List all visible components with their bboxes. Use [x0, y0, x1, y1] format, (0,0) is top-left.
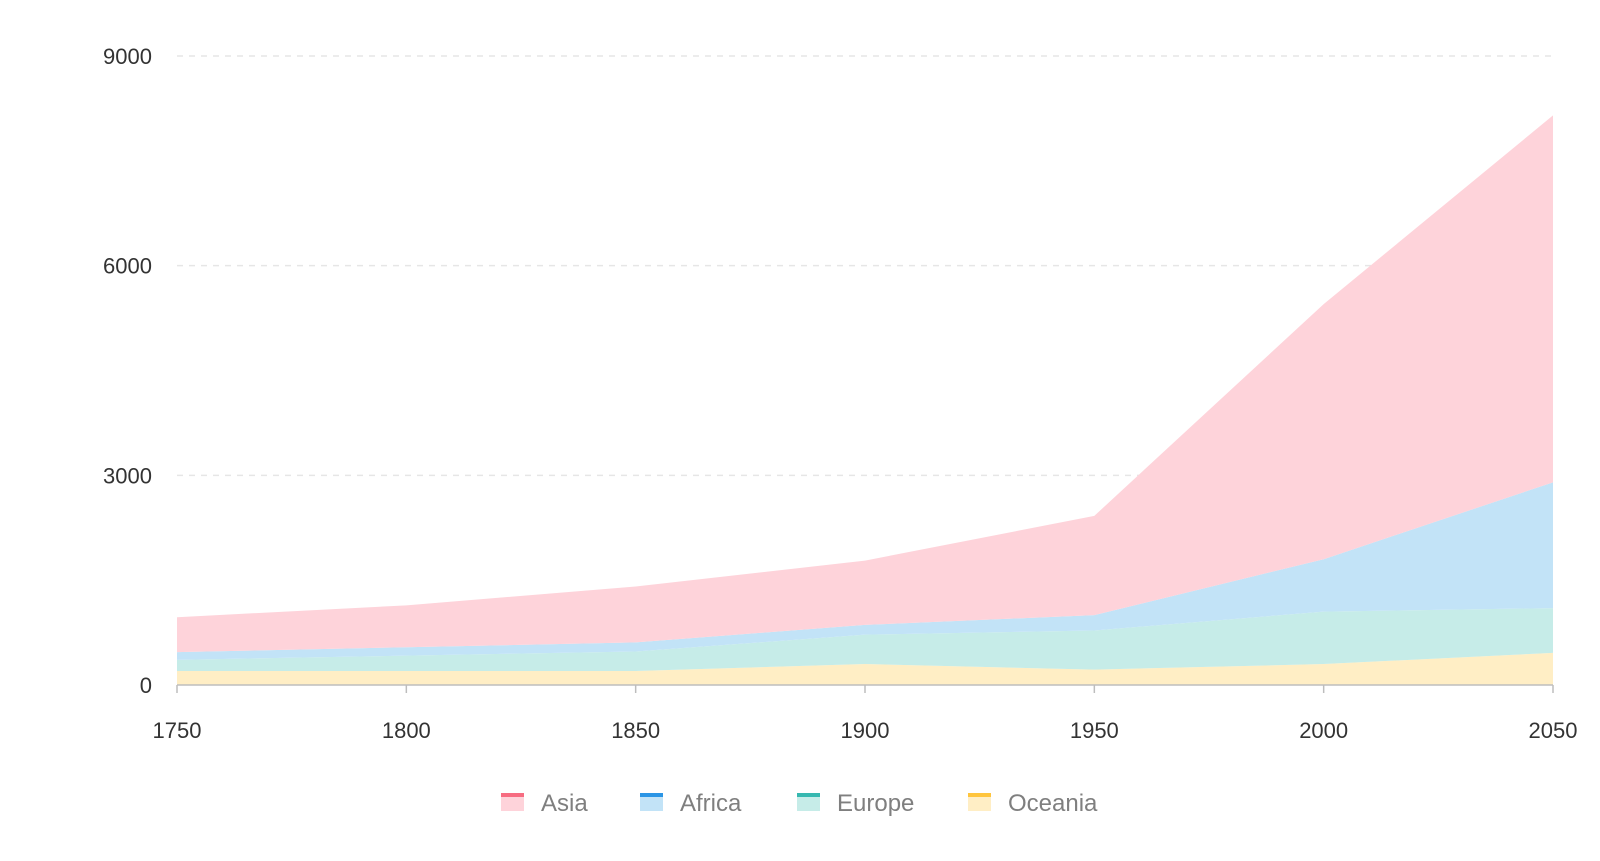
legend-swatch: [968, 793, 991, 811]
legend-label: Asia: [541, 790, 588, 817]
legend-label: Europe: [837, 790, 914, 817]
legend-label: Oceania: [1008, 790, 1098, 817]
area-series: [177, 115, 1553, 685]
legend: Asia Africa Europe Oceania: [501, 790, 1098, 817]
x-tick-label: 1900: [841, 718, 890, 743]
x-tick-label: 1800: [382, 718, 431, 743]
x-tick-label: 1750: [153, 718, 202, 743]
x-tick-label: 2000: [1299, 718, 1348, 743]
area-oceania: [177, 652, 1553, 685]
legend-item-asia[interactable]: Asia: [501, 790, 588, 817]
grid-lines: [177, 55, 1553, 477]
legend-swatch: [797, 793, 820, 811]
x-tick-label: 2050: [1529, 718, 1578, 743]
legend-item-oceania[interactable]: Oceania: [968, 790, 1098, 817]
legend-swatch-line: [797, 793, 820, 797]
legend-swatch: [501, 793, 524, 811]
legend-swatch-line: [968, 793, 991, 797]
axes: 0 3000 6000 9000 1750 1800 1850 1900 1950 2000 205…: [103, 44, 1577, 743]
y-tick-label: 3000: [103, 463, 152, 488]
legend-swatch-line: [501, 793, 524, 797]
x-tick-label: 1850: [611, 718, 660, 743]
legend-swatch: [640, 793, 663, 811]
legend-label: Africa: [680, 790, 742, 817]
y-tick-label: 0: [140, 673, 152, 698]
legend-swatch-line: [640, 793, 663, 797]
area-asia: [177, 115, 1553, 653]
x-tick-label: 1950: [1070, 718, 1119, 743]
y-tick-label: 9000: [103, 44, 152, 69]
area-africa: [177, 482, 1553, 660]
legend-item-europe[interactable]: Europe: [797, 790, 914, 817]
y-tick-label: 6000: [103, 254, 152, 279]
area-europe: [177, 608, 1553, 672]
legend-item-africa[interactable]: Africa: [640, 790, 742, 817]
